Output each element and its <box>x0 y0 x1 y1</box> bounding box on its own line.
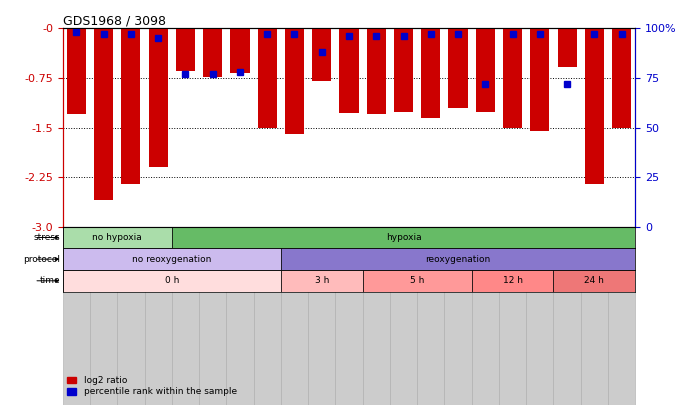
Text: 12 h: 12 h <box>503 276 523 285</box>
Bar <box>394 28 413 112</box>
Text: GSM16837: GSM16837 <box>99 231 108 272</box>
Text: no reoxygenation: no reoxygenation <box>132 255 211 264</box>
Text: stress: stress <box>34 233 60 242</box>
Bar <box>172 227 635 248</box>
Text: GSM16824: GSM16824 <box>399 231 408 272</box>
Bar <box>366 28 386 114</box>
Text: GSM16828: GSM16828 <box>454 231 463 272</box>
Bar <box>449 28 468 108</box>
Bar <box>472 227 499 405</box>
Text: GSM16818: GSM16818 <box>318 231 326 272</box>
Bar <box>608 227 635 405</box>
Bar <box>308 227 335 405</box>
Bar <box>172 227 199 405</box>
Text: 0 h: 0 h <box>165 276 179 285</box>
Text: 24 h: 24 h <box>584 276 604 285</box>
Bar <box>63 248 281 270</box>
Text: reoxygenation: reoxygenation <box>425 255 491 264</box>
Text: GSM16831: GSM16831 <box>508 231 517 272</box>
Bar <box>612 28 631 128</box>
Bar <box>339 28 359 113</box>
Bar <box>335 227 363 405</box>
Bar <box>581 227 608 405</box>
Text: GSM16833: GSM16833 <box>563 231 572 272</box>
Text: GSM16814: GSM16814 <box>208 231 217 272</box>
Bar <box>230 28 249 73</box>
Text: time: time <box>39 276 60 285</box>
Bar <box>226 227 253 405</box>
Text: GSM16815: GSM16815 <box>235 231 244 272</box>
Bar <box>312 28 332 81</box>
Bar <box>585 28 604 184</box>
Bar <box>554 227 581 405</box>
Bar <box>281 227 308 405</box>
Bar <box>363 270 472 292</box>
Bar <box>281 270 363 292</box>
Text: GSM16836: GSM16836 <box>72 231 81 272</box>
Text: GSM16821: GSM16821 <box>372 231 380 272</box>
Bar <box>253 227 281 405</box>
Bar <box>472 270 554 292</box>
Text: GSM16839: GSM16839 <box>154 231 163 272</box>
Bar <box>90 227 117 405</box>
Bar <box>390 227 417 405</box>
Bar <box>281 248 635 270</box>
Bar <box>63 270 281 292</box>
Bar <box>476 28 495 112</box>
Text: GSM16817: GSM16817 <box>290 231 299 272</box>
Bar <box>94 28 113 200</box>
Bar <box>199 227 226 405</box>
Bar <box>67 28 86 114</box>
Bar <box>445 227 472 405</box>
Text: no hypoxia: no hypoxia <box>92 233 142 242</box>
Bar <box>63 227 172 248</box>
Bar <box>149 28 168 167</box>
Bar <box>503 28 522 128</box>
Bar <box>530 28 549 131</box>
Text: 5 h: 5 h <box>410 276 424 285</box>
Text: GSM16838: GSM16838 <box>126 231 135 272</box>
Text: GSM16816: GSM16816 <box>262 231 272 272</box>
Bar <box>285 28 304 134</box>
Bar <box>558 28 577 67</box>
Text: GSM16784: GSM16784 <box>181 231 190 272</box>
Text: protocol: protocol <box>23 255 60 264</box>
Bar <box>363 227 390 405</box>
Text: hypoxia: hypoxia <box>386 233 422 242</box>
Text: GSM16832: GSM16832 <box>535 231 544 272</box>
Bar <box>117 227 144 405</box>
Bar <box>176 28 195 71</box>
Bar <box>421 28 440 117</box>
Text: GSM16834: GSM16834 <box>590 231 599 272</box>
Bar <box>144 227 172 405</box>
Text: GSM16830: GSM16830 <box>481 231 490 272</box>
Bar <box>63 227 90 405</box>
Legend: log2 ratio, percentile rank within the sample: log2 ratio, percentile rank within the s… <box>67 376 237 396</box>
Bar <box>258 28 277 128</box>
Bar <box>121 28 140 184</box>
Bar <box>203 28 222 77</box>
Bar <box>499 227 526 405</box>
Bar <box>554 270 635 292</box>
Text: GSM16835: GSM16835 <box>617 231 626 272</box>
Bar <box>526 227 554 405</box>
Text: GSM16826: GSM16826 <box>426 231 436 272</box>
Bar <box>417 227 445 405</box>
Text: GDS1968 / 3098: GDS1968 / 3098 <box>63 14 166 27</box>
Text: GSM16819: GSM16819 <box>345 231 353 272</box>
Text: 3 h: 3 h <box>315 276 329 285</box>
